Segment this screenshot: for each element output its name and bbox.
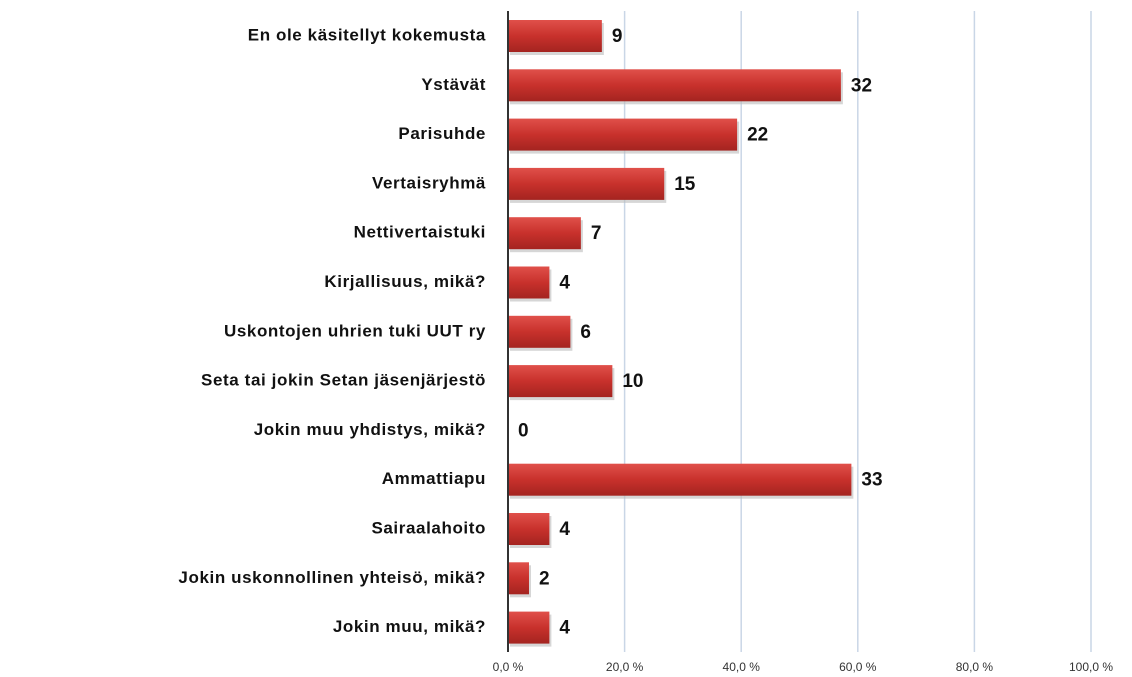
category-label: En ole käsitellyt kokemusta bbox=[248, 25, 486, 44]
category-label: Seta tai jokin Setan jäsenjärjestö bbox=[201, 371, 486, 390]
category-label: Vertaisryhmä bbox=[372, 173, 486, 192]
category-label: Jokin uskonnollinen yhteisö, mikä? bbox=[178, 568, 486, 587]
x-tick-label: 40,0 % bbox=[723, 660, 761, 674]
bar bbox=[508, 118, 738, 151]
category-label: Jokin muu, mikä? bbox=[333, 617, 486, 636]
data-label: 4 bbox=[559, 273, 570, 294]
bar bbox=[508, 69, 841, 102]
x-tick-label: 100,0 % bbox=[1069, 660, 1113, 674]
data-label: 10 bbox=[622, 371, 643, 392]
data-label: 2 bbox=[539, 568, 550, 589]
category-label: Jokin muu yhdistys, mikä? bbox=[254, 420, 486, 439]
bar bbox=[508, 315, 571, 348]
bar bbox=[508, 562, 529, 595]
x-tick-label: 0,0 % bbox=[493, 660, 524, 674]
category-label: Uskontojen uhrien tuki UUT ry bbox=[224, 321, 486, 340]
bar bbox=[508, 463, 852, 496]
bar bbox=[508, 217, 581, 250]
x-tick-label: 60,0 % bbox=[839, 660, 877, 674]
data-label: 33 bbox=[861, 470, 882, 491]
data-label: 4 bbox=[559, 519, 570, 540]
category-label: Nettivertaistuki bbox=[354, 223, 486, 242]
data-label: 22 bbox=[747, 125, 768, 146]
data-label: 6 bbox=[580, 322, 591, 343]
data-label: 9 bbox=[612, 26, 623, 47]
data-label: 7 bbox=[591, 223, 602, 244]
data-label: 15 bbox=[674, 174, 696, 195]
category-label: Sairaalahoito bbox=[371, 518, 486, 537]
category-label: Ystävät bbox=[421, 75, 486, 94]
bar bbox=[508, 611, 550, 644]
x-tick-label: 20,0 % bbox=[606, 660, 644, 674]
data-label: 0 bbox=[518, 420, 529, 441]
category-label: Ammattiapu bbox=[382, 469, 486, 488]
category-label: Kirjallisuus, mikä? bbox=[324, 272, 486, 291]
data-label: 4 bbox=[559, 618, 570, 639]
bar bbox=[508, 266, 550, 299]
category-label: Parisuhde bbox=[398, 124, 486, 143]
bar bbox=[508, 167, 665, 200]
data-label: 32 bbox=[851, 75, 872, 96]
bar bbox=[508, 365, 613, 398]
bar bbox=[508, 513, 550, 545]
x-tick-label: 80,0 % bbox=[956, 660, 994, 674]
bar bbox=[508, 20, 602, 52]
